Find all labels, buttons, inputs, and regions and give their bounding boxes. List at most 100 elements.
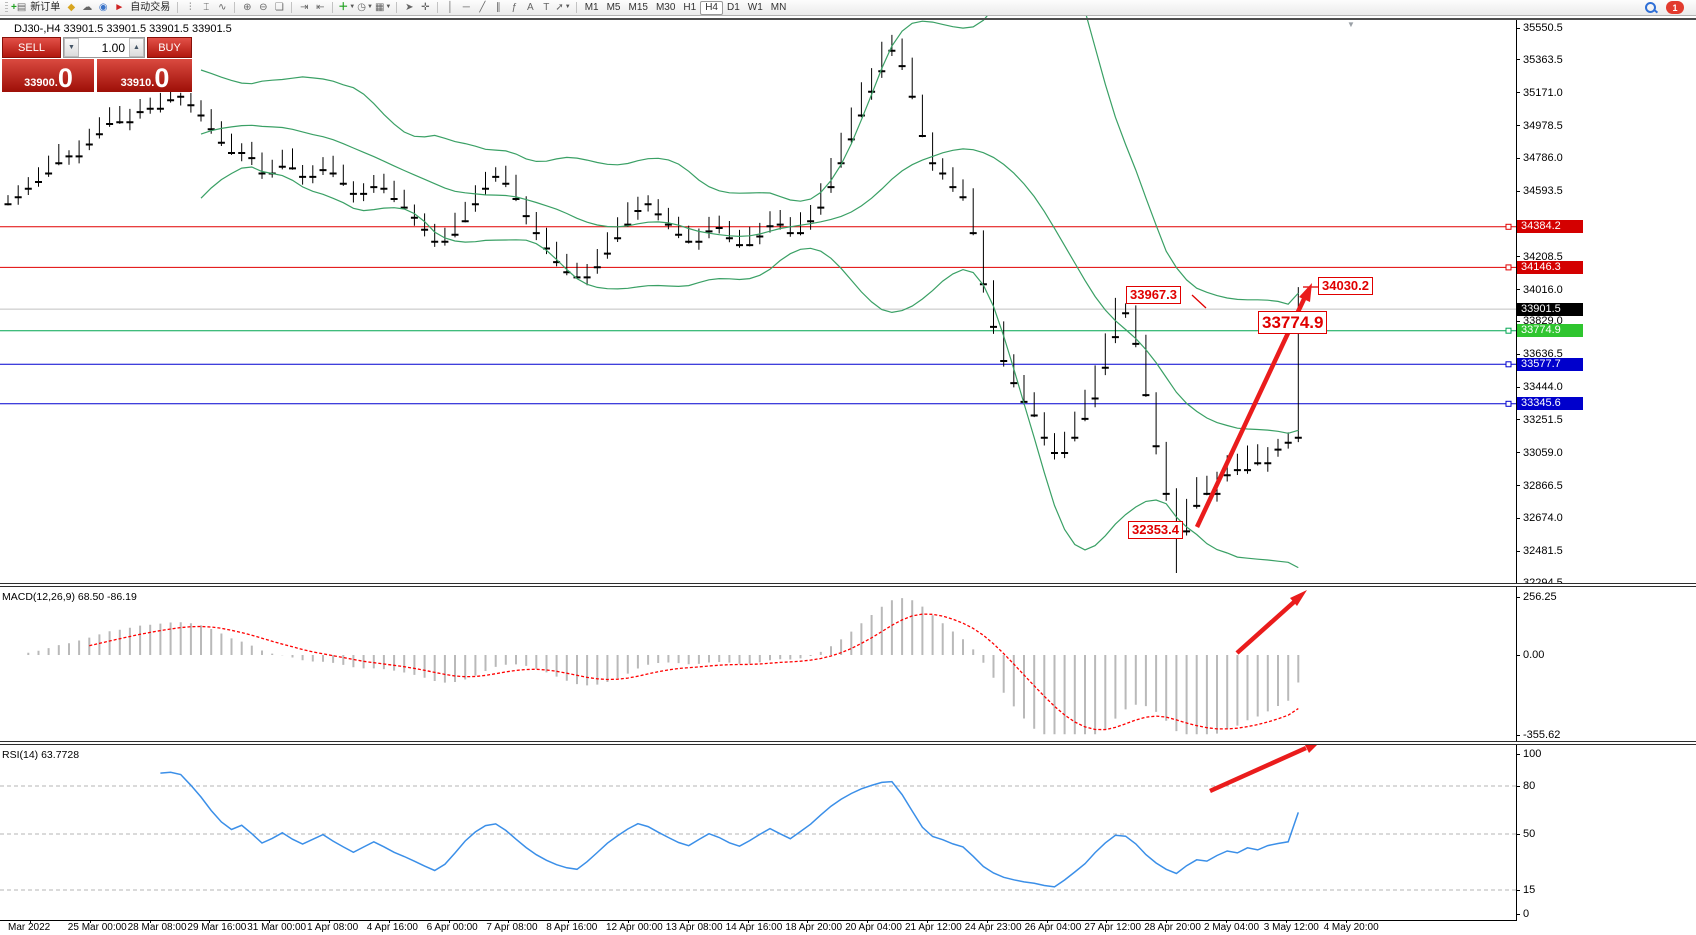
horizontal-line-tool-icon[interactable]: ─ — [462, 2, 470, 13]
price-tick-mark — [1516, 92, 1520, 94]
timeframe-button-w1[interactable]: W1 — [747, 1, 763, 13]
timeframe-button-h4[interactable]: H4 — [700, 0, 723, 15]
timeframe-button-m15[interactable]: M15 — [628, 1, 648, 13]
sell-button[interactable]: SELL — [2, 37, 61, 58]
time-tick-mark — [149, 920, 151, 923]
time-axis-label: 24 Apr 23:00 — [964, 922, 1022, 933]
time-axis-label: 4 May 20:00 — [1323, 922, 1379, 933]
arrows-tool-icon[interactable]: ➚ ▼ — [555, 2, 571, 13]
timeframe-button-h1[interactable]: H1 — [683, 1, 697, 13]
candlestick-chart-icon[interactable]: ⌶ — [203, 2, 210, 13]
price-badge-33577.7: 33577.7 — [1517, 357, 1583, 371]
timeframe-button-m5[interactable]: M5 — [606, 1, 621, 13]
timeframe-button-d1[interactable]: D1 — [727, 1, 740, 13]
new-order-icon[interactable]: + ▤ — [11, 2, 27, 13]
time-tick-mark — [388, 920, 390, 923]
tile-windows-icon[interactable]: ❏ — [274, 2, 284, 13]
trend-arrow-main[interactable] — [1194, 298, 1307, 528]
time-tick-mark — [209, 920, 211, 923]
time-tick-mark — [687, 920, 689, 923]
chart-shift-icon[interactable]: ⇤ — [316, 2, 325, 13]
trendline-tool-icon[interactable]: ╱ — [479, 2, 486, 13]
autotrading-button[interactable]: 自动交易 — [130, 2, 171, 13]
autotrading-icon[interactable]: ► — [114, 2, 125, 13]
volume-input[interactable]: 1.00 — [101, 41, 125, 55]
volume-decrease-button[interactable]: ▼ — [64, 38, 79, 57]
bid-price-main: 33900. — [24, 77, 58, 89]
timeframe-button-m1[interactable]: M1 — [584, 1, 599, 13]
toolbar: + ▤ 新订单 ◆ ☁ ◉ ► 自动交易 ⫶ ⌶ ∿ ⊕ ⊖ ❏ ⇥ ⇤ ＋ ▼ ◷… — [0, 0, 1696, 16]
trend-arrow-rsi[interactable] — [1209, 745, 1307, 794]
bear-candles — [65, 65, 1262, 533]
chevron-down-icon[interactable]: ▼ — [1347, 20, 1355, 29]
signal-icon[interactable]: ◉ — [98, 2, 108, 13]
text-tool-icon[interactable]: A — [527, 2, 534, 13]
cursor-tool-icon[interactable]: ➤ — [405, 2, 414, 13]
price-tick-mark — [1516, 320, 1520, 322]
annotation-34030.2[interactable]: 34030.2 — [1318, 277, 1373, 296]
level-anchor[interactable] — [1505, 264, 1512, 271]
rsi-line — [160, 771, 1300, 888]
auto-scroll-icon[interactable]: ⇥ — [300, 2, 309, 13]
buy-button[interactable]: BUY — [147, 37, 192, 58]
macd-panel-separator[interactable] — [0, 583, 1696, 587]
timeframe-button-m30[interactable]: M30 — [655, 1, 676, 13]
deposit-icon[interactable]: ◆ — [67, 2, 76, 13]
time-axis-label: 21 Apr 12:00 — [905, 922, 962, 933]
time-tick-mark — [986, 920, 988, 923]
level-anchor[interactable] — [1505, 400, 1512, 407]
macd-tick-label: -355.62 — [1523, 729, 1561, 742]
price-tick-label: 32481.5 — [1523, 545, 1563, 558]
price-tick-label: 35171.0 — [1523, 86, 1563, 99]
rsi-tick-label: 0 — [1523, 908, 1530, 920]
ask-price-button[interactable]: 33910. 0 — [97, 59, 192, 92]
bar-chart-icon[interactable]: ⫶ — [189, 2, 192, 13]
price-tick-label: 34016.0 — [1523, 283, 1563, 296]
time-tick-mark — [508, 920, 510, 923]
price-tick-mark — [1516, 452, 1520, 454]
price-tick-mark — [1516, 27, 1520, 29]
zoom-out-icon[interactable]: ⊖ — [259, 2, 268, 13]
time-axis-label: 27 Apr 12:00 — [1084, 922, 1142, 933]
add-indicator-icon[interactable]: ＋ ▼ — [338, 2, 356, 13]
timeframe-clock-icon[interactable]: ◷ ▼ — [357, 2, 373, 13]
price-tick-label: 35363.5 — [1523, 53, 1563, 66]
text-label-tool-icon[interactable]: T — [543, 2, 550, 13]
line-chart-icon[interactable]: ∿ — [218, 2, 227, 13]
rsi-indicator-label: RSI(14) 63.7728 — [2, 749, 80, 761]
volume-increase-button[interactable]: ▲ — [129, 38, 144, 57]
toolbar-grip[interactable] — [5, 2, 8, 13]
one-click-trading-panel: SELL ▼ 1.00 ▲ BUY 33900. 0 33910. 0 — [2, 37, 192, 92]
time-axis-label: 13 Apr 08:00 — [665, 922, 723, 933]
rsi-tick-label: 100 — [1523, 748, 1542, 760]
price-badge-33345.6: 33345.6 — [1517, 397, 1583, 411]
timeframe-button-mn[interactable]: MN — [770, 1, 787, 13]
level-anchor[interactable] — [1505, 327, 1512, 334]
price-badge-33774.9: 33774.9 — [1517, 324, 1583, 338]
bid-price-button[interactable]: 33900. 0 — [2, 59, 94, 92]
price-tick-mark — [1516, 550, 1520, 552]
price-tick-mark — [1516, 517, 1520, 519]
new-order-button[interactable]: 新订单 — [30, 2, 61, 13]
time-axis-label: 31 Mar 00:00 — [247, 922, 307, 933]
price-tick-label: 34786.0 — [1523, 152, 1563, 165]
bid-price-big-digit: 0 — [57, 63, 73, 93]
annotation-33967.3[interactable]: 33967.3 — [1126, 286, 1181, 305]
annotation-33774.9[interactable]: 33774.9 — [1258, 311, 1328, 335]
vertical-line-tool-icon[interactable]: │ — [447, 2, 454, 13]
zoom-in-icon[interactable]: ⊕ — [243, 2, 252, 13]
fibonacci-tool-icon[interactable]: ƒ — [511, 2, 518, 13]
crosshair-tool-icon[interactable]: ✛ — [421, 2, 430, 13]
trend-arrow-macd[interactable] — [1235, 600, 1296, 655]
chart-profile-icon[interactable]: ▦ ▼ — [374, 2, 392, 13]
level-anchor[interactable] — [1505, 361, 1512, 368]
price-tick-label: 33059.0 — [1523, 446, 1563, 459]
annotation-32353.4[interactable]: 32353.4 — [1128, 521, 1183, 540]
level-anchor[interactable] — [1505, 223, 1512, 230]
rsi-panel-separator[interactable] — [0, 741, 1696, 745]
search-icon[interactable] — [1645, 2, 1659, 14]
notification-bubble[interactable]: 1 — [1666, 1, 1684, 14]
channel-tool-icon[interactable]: ∥ — [495, 2, 501, 13]
cloud-icon[interactable]: ☁ — [82, 2, 93, 13]
